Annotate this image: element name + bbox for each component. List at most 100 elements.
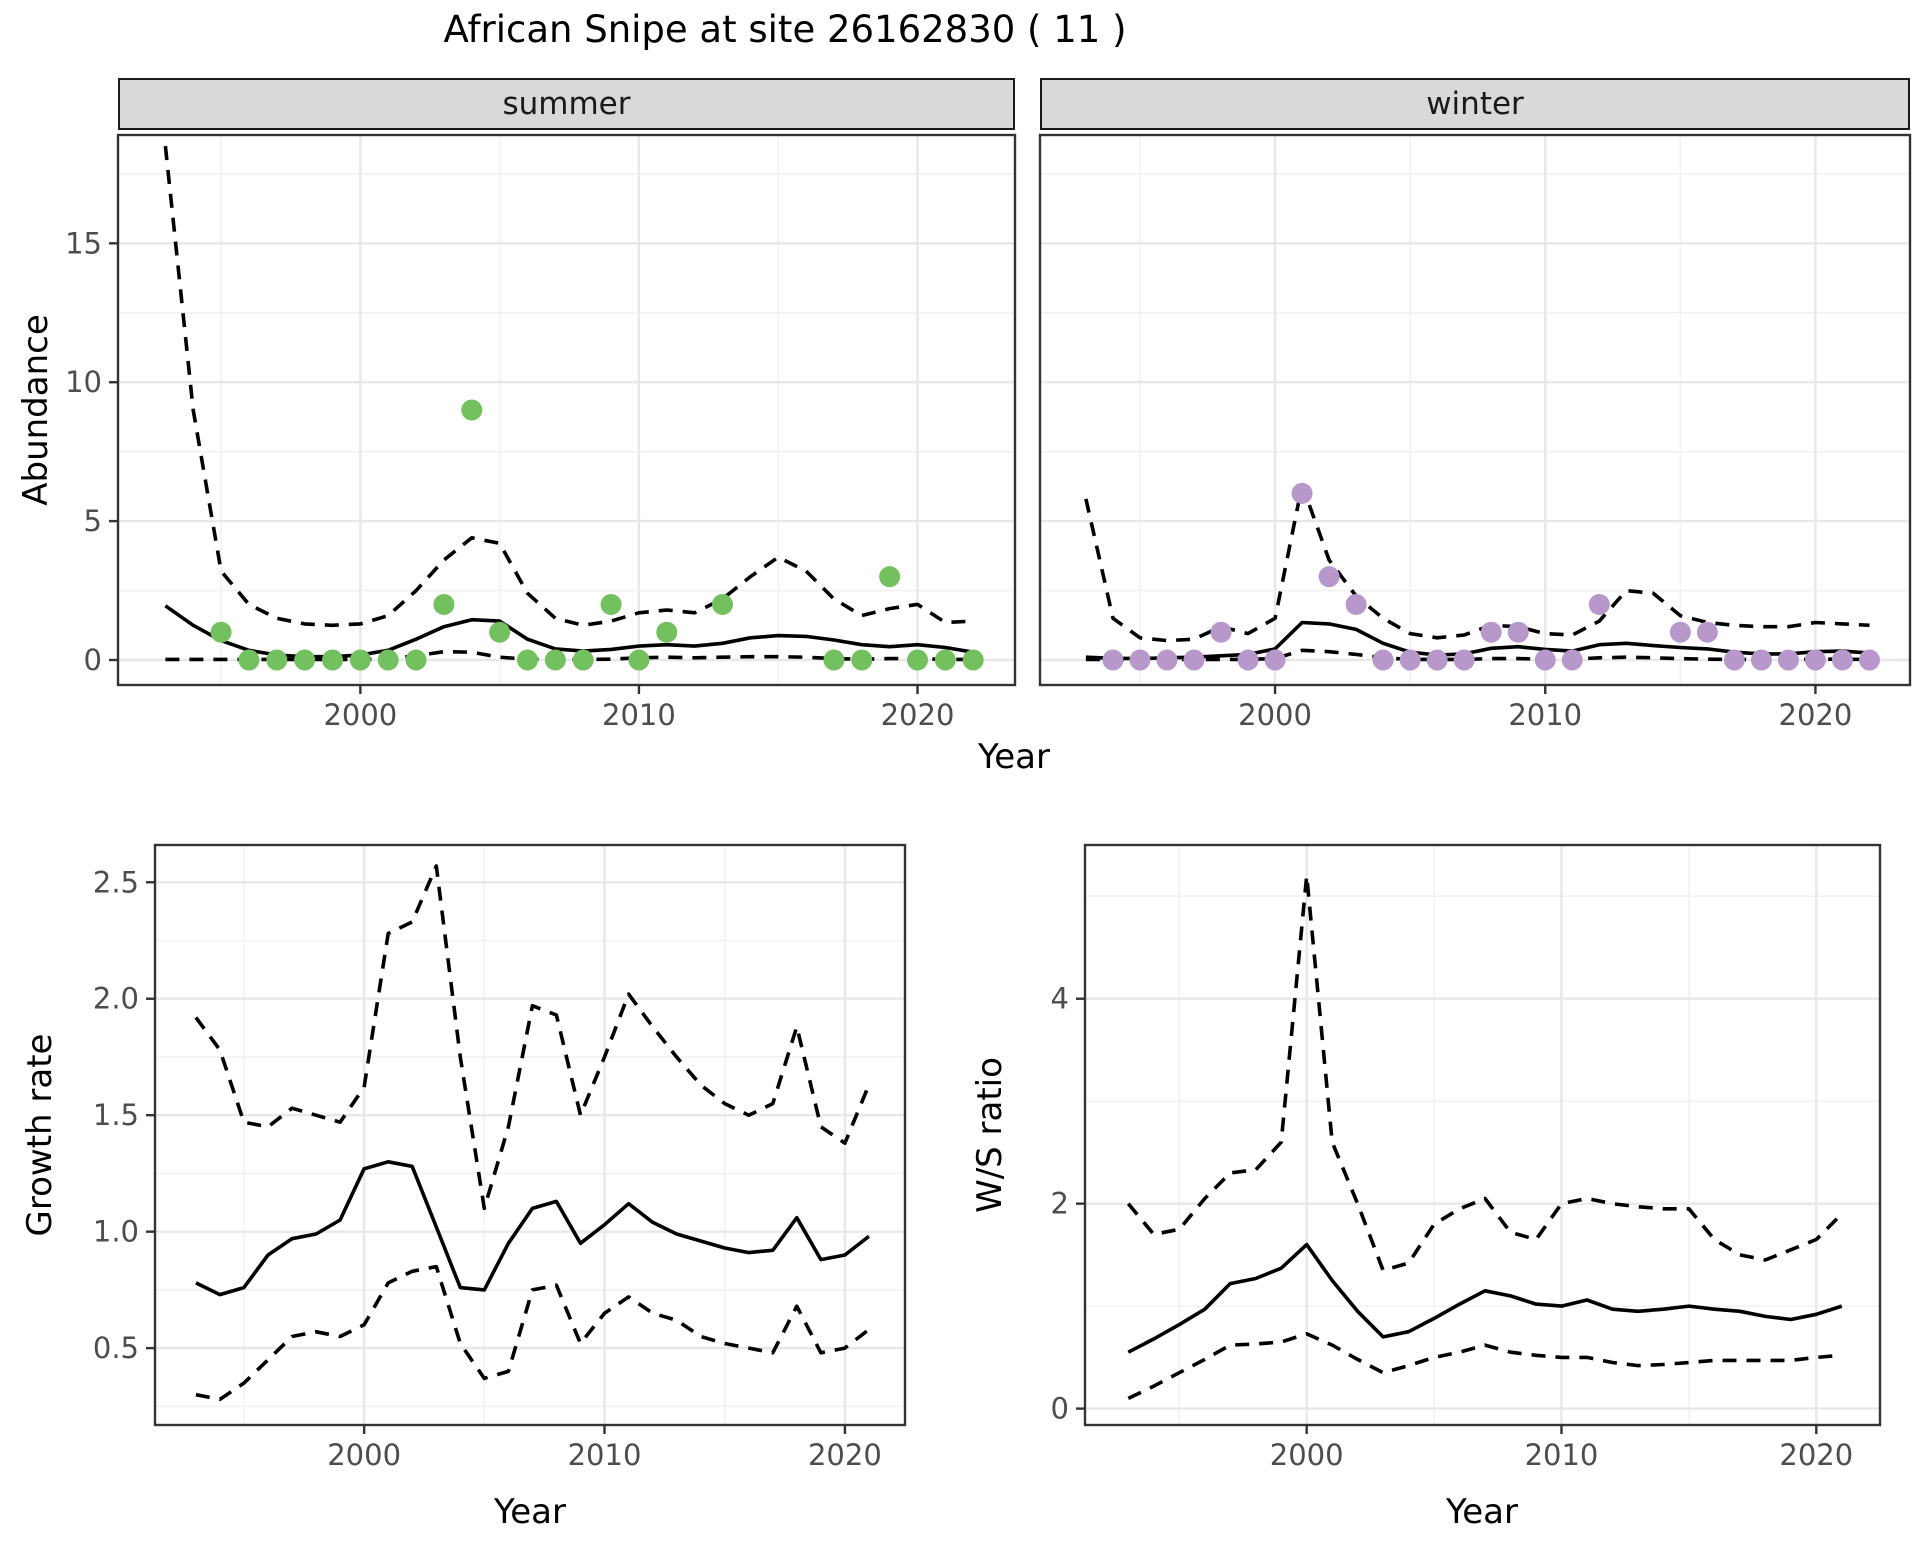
summer-observed-point	[544, 649, 566, 671]
y-tick-label: 1.0	[93, 1215, 139, 1249]
x-tick-label: 2000	[323, 698, 397, 732]
summer-panel-border	[116, 133, 1017, 687]
winter-observed-point	[1453, 649, 1475, 671]
ws-panel: 2000 2010 2020 0 2 4	[1051, 843, 1882, 1472]
x-tick-label: 2020	[1779, 698, 1853, 732]
ws-mean-line	[1127, 1242, 1843, 1354]
x-axis-title-year-growth: Year	[494, 1492, 566, 1532]
summer-observed-point	[656, 621, 678, 643]
winter-observed-point	[1750, 649, 1772, 671]
y-tick-label: 2	[1051, 1187, 1069, 1221]
winter-observed-point	[1102, 649, 1124, 671]
summer-observed-point	[517, 649, 538, 671]
chart-title: African Snipe at site 26162830 ( 11 )	[443, 8, 1127, 51]
growth-panel: 2000 2010 2020 0.5 1.0 1.5 2.0 2.5	[93, 843, 907, 1472]
winter-observed-point	[1561, 649, 1583, 671]
summer-observed-point	[628, 649, 650, 671]
winter-observed-point	[1669, 621, 1691, 643]
summer-observed-point	[377, 649, 399, 671]
x-tick-label: 2020	[881, 698, 955, 732]
summer-observed-point	[823, 649, 845, 671]
y-tick-label: 2.5	[93, 865, 139, 899]
summer-panel: 2000 2010 2020 0 5 10 15	[65, 133, 1017, 732]
winter-observed-point	[1777, 649, 1799, 671]
summer-observed-point	[210, 621, 232, 643]
winter-observed-point	[1183, 649, 1205, 671]
facet-strip-summer-label: summer	[502, 86, 631, 122]
winter-panel-border	[1038, 133, 1912, 687]
facet-strip-summer: summer	[118, 78, 1015, 130]
growth-mean-line	[195, 1160, 871, 1297]
x-tick-label: 2010	[1525, 1438, 1599, 1472]
y-tick-label: 5	[84, 504, 102, 538]
winter-observed-point	[1345, 593, 1367, 615]
winter-observed-point	[1210, 621, 1232, 643]
facet-strip-winter: winter	[1040, 78, 1910, 130]
winter-observed-point	[1372, 649, 1394, 671]
summer-observed-point	[600, 593, 622, 615]
ws-upper_ci-line	[1126, 873, 1844, 1273]
summer-observed-point	[322, 649, 343, 671]
ws-lower_ci-line	[1127, 1332, 1842, 1401]
summer-observed-point	[879, 566, 901, 588]
winter-observed-point	[1507, 621, 1529, 643]
facet-strip-winter-label: winter	[1426, 86, 1524, 122]
y-tick-label: 0	[1051, 1392, 1069, 1426]
winter-observed-point	[1480, 621, 1502, 643]
summer-observed-point	[433, 593, 455, 615]
winter-observed-point	[1129, 649, 1151, 671]
ws-panel-border	[1083, 843, 1882, 1427]
growth-panel-border	[153, 843, 907, 1427]
summer-observed-point	[934, 649, 956, 671]
y-tick-label: 15	[65, 226, 102, 260]
x-tick-label: 2020	[808, 1438, 882, 1472]
x-tick-label: 2010	[602, 698, 676, 732]
winter-observed-point	[1858, 649, 1880, 671]
y-tick-label: 1.5	[93, 1098, 139, 1132]
summer-observed-point	[851, 649, 873, 671]
x-tick-label: 2010	[568, 1438, 642, 1472]
y-tick-label: 0.5	[93, 1331, 139, 1365]
winter-observed-point	[1696, 621, 1718, 643]
growth-upper_ci-line	[194, 864, 871, 1211]
winter-observed-point	[1237, 649, 1259, 671]
winter-panel: 2000 2010 2020	[1038, 133, 1912, 732]
summer-observed-point	[238, 649, 260, 671]
summer-observed-point	[294, 649, 316, 671]
winter-observed-point	[1291, 482, 1313, 504]
winter-observed-point	[1588, 593, 1610, 615]
winter-observed-point	[1426, 649, 1448, 671]
y-tick-label: 2.0	[93, 982, 139, 1016]
growth-lower_ci-line	[195, 1264, 871, 1402]
winter-observed-point	[1264, 649, 1286, 671]
x-axis-title-year-top: Year	[978, 737, 1050, 777]
summer-observed-point	[266, 649, 288, 671]
winter-observed-point	[1831, 649, 1853, 671]
summer-observed-point	[907, 649, 928, 671]
winter-observed-point	[1804, 649, 1826, 671]
summer-observed-point	[712, 593, 733, 615]
y-tick-label: 4	[1051, 982, 1069, 1016]
y-tick-label: 10	[65, 365, 102, 399]
summer-observed-point	[489, 621, 511, 643]
x-tick-label: 2000	[1238, 698, 1312, 732]
winter-observed-point	[1534, 649, 1556, 671]
winter-observed-point	[1318, 566, 1340, 588]
x-tick-label: 2000	[1270, 1438, 1344, 1472]
summer-observed-point	[461, 399, 483, 421]
winter-observed-point	[1399, 649, 1421, 671]
summer-upper_ci-line	[163, 145, 974, 628]
winter-observed-point	[1156, 649, 1178, 671]
x-axis-title-year-ws: Year	[1446, 1492, 1518, 1532]
summer-observed-point	[572, 649, 594, 671]
x-tick-label: 2020	[1779, 1438, 1853, 1472]
x-tick-label: 2010	[1508, 698, 1582, 732]
summer-observed-point	[405, 649, 427, 671]
summer-observed-point	[962, 649, 984, 671]
y-tick-label: 0	[84, 643, 102, 677]
winter-observed-point	[1723, 649, 1745, 671]
summer-observed-point	[349, 649, 371, 671]
x-tick-label: 2000	[327, 1438, 401, 1472]
